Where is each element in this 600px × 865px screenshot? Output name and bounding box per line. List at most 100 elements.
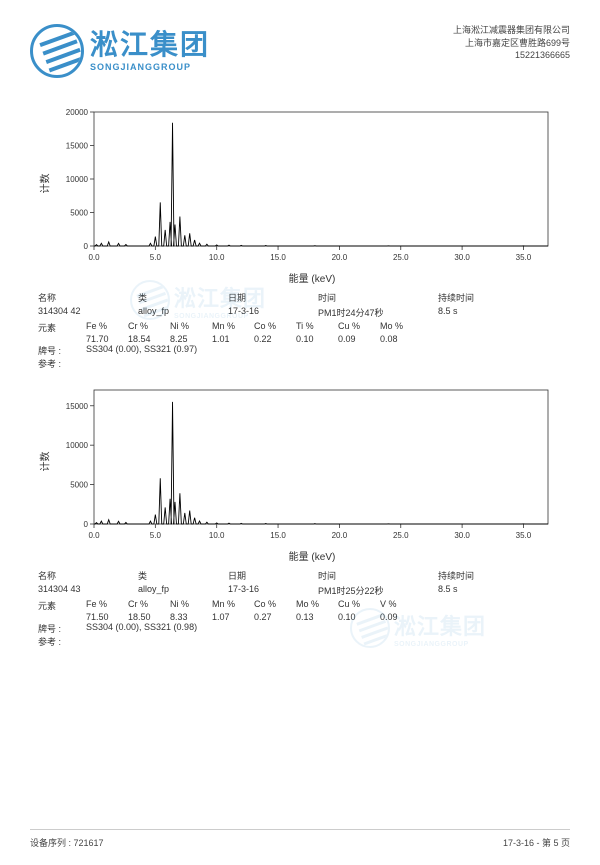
svg-text:5000: 5000 xyxy=(70,209,88,218)
meta1-time: PM1时24分47秒 xyxy=(318,306,438,319)
svg-text:5.0: 5.0 xyxy=(150,531,162,540)
meta2-type: alloy_fp xyxy=(138,584,228,597)
company-line3: 15221366665 xyxy=(453,49,570,62)
chart2-elements-header: 元素 Fe %Cr %Ni %Mn %Co %Mo %Cu %V % xyxy=(38,599,570,612)
company-info: 上海淞江减震器集团有限公司 上海市嘉定区曹胜路699号 15221366665 xyxy=(453,24,570,62)
element-value: 0.09 xyxy=(380,612,422,622)
footer-right: 17-3-16 - 第 5 页 xyxy=(503,836,570,849)
svg-text:0.0: 0.0 xyxy=(88,531,100,540)
svg-text:15000: 15000 xyxy=(66,402,89,411)
element-value: 0.08 xyxy=(380,334,422,344)
page-footer: 设备序列 : 721617 17-3-16 - 第 5 页 xyxy=(30,829,570,849)
chart2-meta: 名称 类 日期 时间 持续时间 314304 43 alloy_fp 17-3-… xyxy=(38,569,570,597)
element-header: Ni % xyxy=(170,599,212,612)
svg-text:30.0: 30.0 xyxy=(454,531,470,540)
element-header: Mo % xyxy=(296,599,338,612)
chart1-elements-values: 71.7018.548.251.010.220.100.090.08 xyxy=(38,334,570,344)
chart2-ref: 参考 : xyxy=(38,635,570,648)
element-value: 0.27 xyxy=(254,612,296,622)
svg-text:10.0: 10.0 xyxy=(209,253,225,262)
logo-text-cn: 淞江集团 xyxy=(90,31,210,59)
element-header: Fe % xyxy=(86,321,128,334)
company-line1: 上海淞江减震器集团有限公司 xyxy=(453,24,570,37)
chart1-xlabel: 能量 (keV) xyxy=(54,270,570,285)
logo-text-en: SONGJIANGGROUP xyxy=(90,62,210,72)
chart1-ylabel: 计数 xyxy=(37,174,52,194)
meta-duration-label: 持续时间 xyxy=(438,291,508,304)
meta-type-label: 类 xyxy=(138,291,228,304)
chart1: 050001000015000200000.05.010.015.020.025… xyxy=(54,106,554,266)
meta2-grade: SS304 (0.00), SS321 (0.98) xyxy=(86,622,197,635)
svg-text:20.0: 20.0 xyxy=(332,531,348,540)
element-header: V % xyxy=(380,599,422,612)
element-value: 0.22 xyxy=(254,334,296,344)
svg-text:10.0: 10.0 xyxy=(209,531,225,540)
svg-text:0: 0 xyxy=(84,520,89,529)
element-value: 0.10 xyxy=(296,334,338,344)
element-header: Mo % xyxy=(380,321,422,334)
logo: 淞江集团 SONGJIANGGROUP xyxy=(30,24,210,78)
element-value: 0.13 xyxy=(296,612,338,622)
spectrum-section-1: 计数 050001000015000200000.05.010.015.020.… xyxy=(30,106,570,370)
svg-text:10000: 10000 xyxy=(66,175,89,184)
element-label: 元素 xyxy=(38,321,86,334)
svg-text:20.0: 20.0 xyxy=(332,253,348,262)
element-value: 0.09 xyxy=(338,334,380,344)
svg-text:15.0: 15.0 xyxy=(270,531,286,540)
spectrum-section-2: 计数 0 5000 10000 15000 0.0 5.0 10.0 15.0 20.0 25.0… xyxy=(30,384,570,648)
element-value: 8.33 xyxy=(170,612,212,622)
svg-text:30.0: 30.0 xyxy=(454,253,470,262)
chart2: 0 5000 10000 15000 0.0 5.0 10.0 15.0 20.0 25.0 30.… xyxy=(54,384,554,544)
element-value: 18.50 xyxy=(128,612,170,622)
element-header: Co % xyxy=(254,599,296,612)
element-value: 8.25 xyxy=(170,334,212,344)
meta1-date: 17-3-16 xyxy=(228,306,318,319)
chart2-grade: 牌号 : SS304 (0.00), SS321 (0.98) xyxy=(38,622,570,635)
element-value: 1.01 xyxy=(212,334,254,344)
svg-text:5000: 5000 xyxy=(70,481,88,490)
svg-text:0: 0 xyxy=(84,242,89,251)
svg-text:25.0: 25.0 xyxy=(393,531,409,540)
footer-left: 设备序列 : 721617 xyxy=(30,836,104,849)
chart1-grade: 牌号 : SS304 (0.00), SS321 (0.97) xyxy=(38,344,570,357)
element-header: Fe % xyxy=(86,599,128,612)
chart1-meta: 名称 类 日期 时间 持续时间 314304 42 alloy_fp 17-3-… xyxy=(38,291,570,319)
chart2-ylabel: 计数 xyxy=(37,452,52,472)
element-header: Mn % xyxy=(212,321,254,334)
element-header: Cr % xyxy=(128,321,170,334)
meta2-duration: 8.5 s xyxy=(438,584,508,597)
element-header: Cr % xyxy=(128,599,170,612)
element-value: 71.70 xyxy=(86,334,128,344)
meta1-grade: SS304 (0.00), SS321 (0.97) xyxy=(86,344,197,357)
element-header: Cu % xyxy=(338,321,380,334)
svg-text:10000: 10000 xyxy=(66,441,89,450)
element-value: 71.50 xyxy=(86,612,128,622)
chart1-elements-header: 元素 Fe %Cr %Ni %Mn %Co %Ti %Cu %Mo % xyxy=(38,321,570,334)
element-value: 1.07 xyxy=(212,612,254,622)
meta1-type: alloy_fp xyxy=(138,306,228,319)
element-value: 18.54 xyxy=(128,334,170,344)
meta2-time: PM1时25分22秒 xyxy=(318,584,438,597)
svg-text:15000: 15000 xyxy=(66,142,89,151)
chart2-elements-values: 71.5018.508.331.070.270.130.100.09 xyxy=(38,612,570,622)
page-header: 淞江集团 SONGJIANGGROUP 上海淞江减震器集团有限公司 上海市嘉定区… xyxy=(30,24,570,78)
chart1-ref: 参考 : xyxy=(38,357,570,370)
element-header: Cu % xyxy=(338,599,380,612)
meta1-name: 314304 42 xyxy=(38,306,138,319)
chart2-xlabel: 能量 (keV) xyxy=(54,548,570,563)
meta1-duration: 8.5 s xyxy=(438,306,508,319)
element-header: Mn % xyxy=(212,599,254,612)
element-header: Ni % xyxy=(170,321,212,334)
svg-text:35.0: 35.0 xyxy=(516,531,532,540)
svg-text:0.0: 0.0 xyxy=(88,253,100,262)
element-header: Ti % xyxy=(296,321,338,334)
logo-icon xyxy=(30,24,84,78)
meta-time-label: 时间 xyxy=(318,291,438,304)
meta2-name: 314304 43 xyxy=(38,584,138,597)
svg-text:25.0: 25.0 xyxy=(393,253,409,262)
meta2-date: 17-3-16 xyxy=(228,584,318,597)
svg-text:35.0: 35.0 xyxy=(516,253,532,262)
svg-text:15.0: 15.0 xyxy=(270,253,286,262)
element-header: Co % xyxy=(254,321,296,334)
meta-name-label: 名称 xyxy=(38,291,138,304)
